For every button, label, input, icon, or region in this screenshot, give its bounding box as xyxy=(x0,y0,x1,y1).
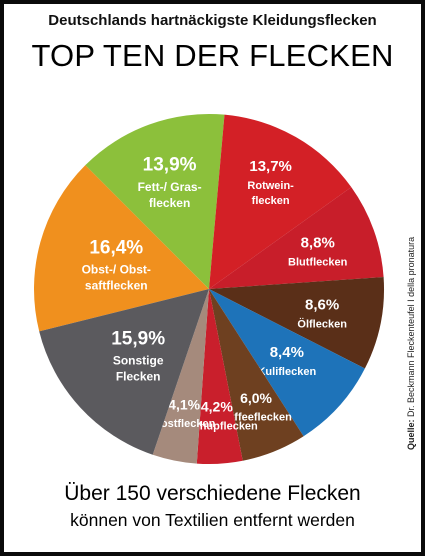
pie-slice xyxy=(209,114,352,289)
slice-name-label: saftflecken xyxy=(85,279,148,293)
slice-label: 15,9% Sonstige Flecken xyxy=(111,328,165,383)
slice-percent-label: 15,9% xyxy=(111,328,165,349)
slice-name-label: Rostflecken xyxy=(153,418,216,430)
chart-subtitle: Deutschlands hartnäckigste Kleidungsflec… xyxy=(48,12,377,29)
footer-headline: Über 150 verschiedene Flecken xyxy=(64,482,361,505)
slice-label: 16,4% Obst-/ Obst-saftflecken xyxy=(82,237,151,292)
source-text: Dr. Beckmann Fleckenteufel I della prona… xyxy=(406,236,416,417)
footer-subline: können von Textilien entfernt werden xyxy=(70,510,355,530)
slice-percent-label: 4,2% xyxy=(201,399,233,415)
pie-slice xyxy=(34,165,209,332)
pie-slice xyxy=(209,277,384,369)
slice-name-label: Flecken xyxy=(116,370,161,384)
slice-label: 8,8% Blutflecken xyxy=(288,234,348,268)
slice-name-label: flecken xyxy=(149,196,190,210)
pie-slice xyxy=(196,289,243,464)
pie-chart: 16,4% Obst-/ Obst-saftflecken 13,9% Fett-/ … xyxy=(34,114,384,464)
pie-slice xyxy=(209,289,365,437)
slice-percent-label: 6,0% xyxy=(240,390,272,406)
pie-slice xyxy=(39,289,210,455)
slice-name-label: Blutflecken xyxy=(288,256,348,268)
slice-percent-label: 16,4% xyxy=(89,237,143,258)
slice-percent-label: 13,9% xyxy=(143,155,197,176)
slice-name-label: flecken xyxy=(252,195,290,207)
slice-label: 13,7% Rotwein-flecken xyxy=(247,158,294,207)
source-credit: Quelle: Dr. Beckmann Fleckenteufel I del… xyxy=(406,237,416,450)
slice-name-label: Sonstige xyxy=(113,354,164,368)
slice-name-label: Fett-/ Gras- xyxy=(138,180,202,194)
slice-percent-label: 8,8% xyxy=(301,234,335,251)
pie-slice xyxy=(209,289,304,461)
slice-name-label: Rotwein- xyxy=(247,180,294,192)
slice-label: 13,9% Fett-/ Gras-flecken xyxy=(138,155,202,210)
slice-name-label: Ölflecken xyxy=(297,317,347,330)
slice-label: 6,0% Kaffeeflecken xyxy=(220,390,292,424)
slice-percent-label: 8,4% xyxy=(270,344,304,361)
slice-percent-label: 8,6% xyxy=(305,296,339,313)
chart-title: TOP TEN DER FLECKEN xyxy=(31,38,394,73)
slice-percent-label: 4,1% xyxy=(168,397,200,413)
pie-slice xyxy=(85,114,225,290)
slice-percent-label: 13,7% xyxy=(249,158,292,175)
pie-slice xyxy=(152,289,209,464)
slice-name-label: Kuliflecken xyxy=(257,366,316,378)
slice-label: 8,6% Ölflecken xyxy=(297,296,347,330)
slice-label: 4,1% Rostflecken xyxy=(153,397,216,431)
pie-slice xyxy=(209,187,384,289)
slice-name-label: Obst-/ Obst- xyxy=(82,263,151,277)
slice-label: 8,4% Kuliflecken xyxy=(257,344,316,378)
source-label: Quelle: xyxy=(406,419,416,450)
slice-name-label: Kaffeeflecken xyxy=(220,412,292,424)
